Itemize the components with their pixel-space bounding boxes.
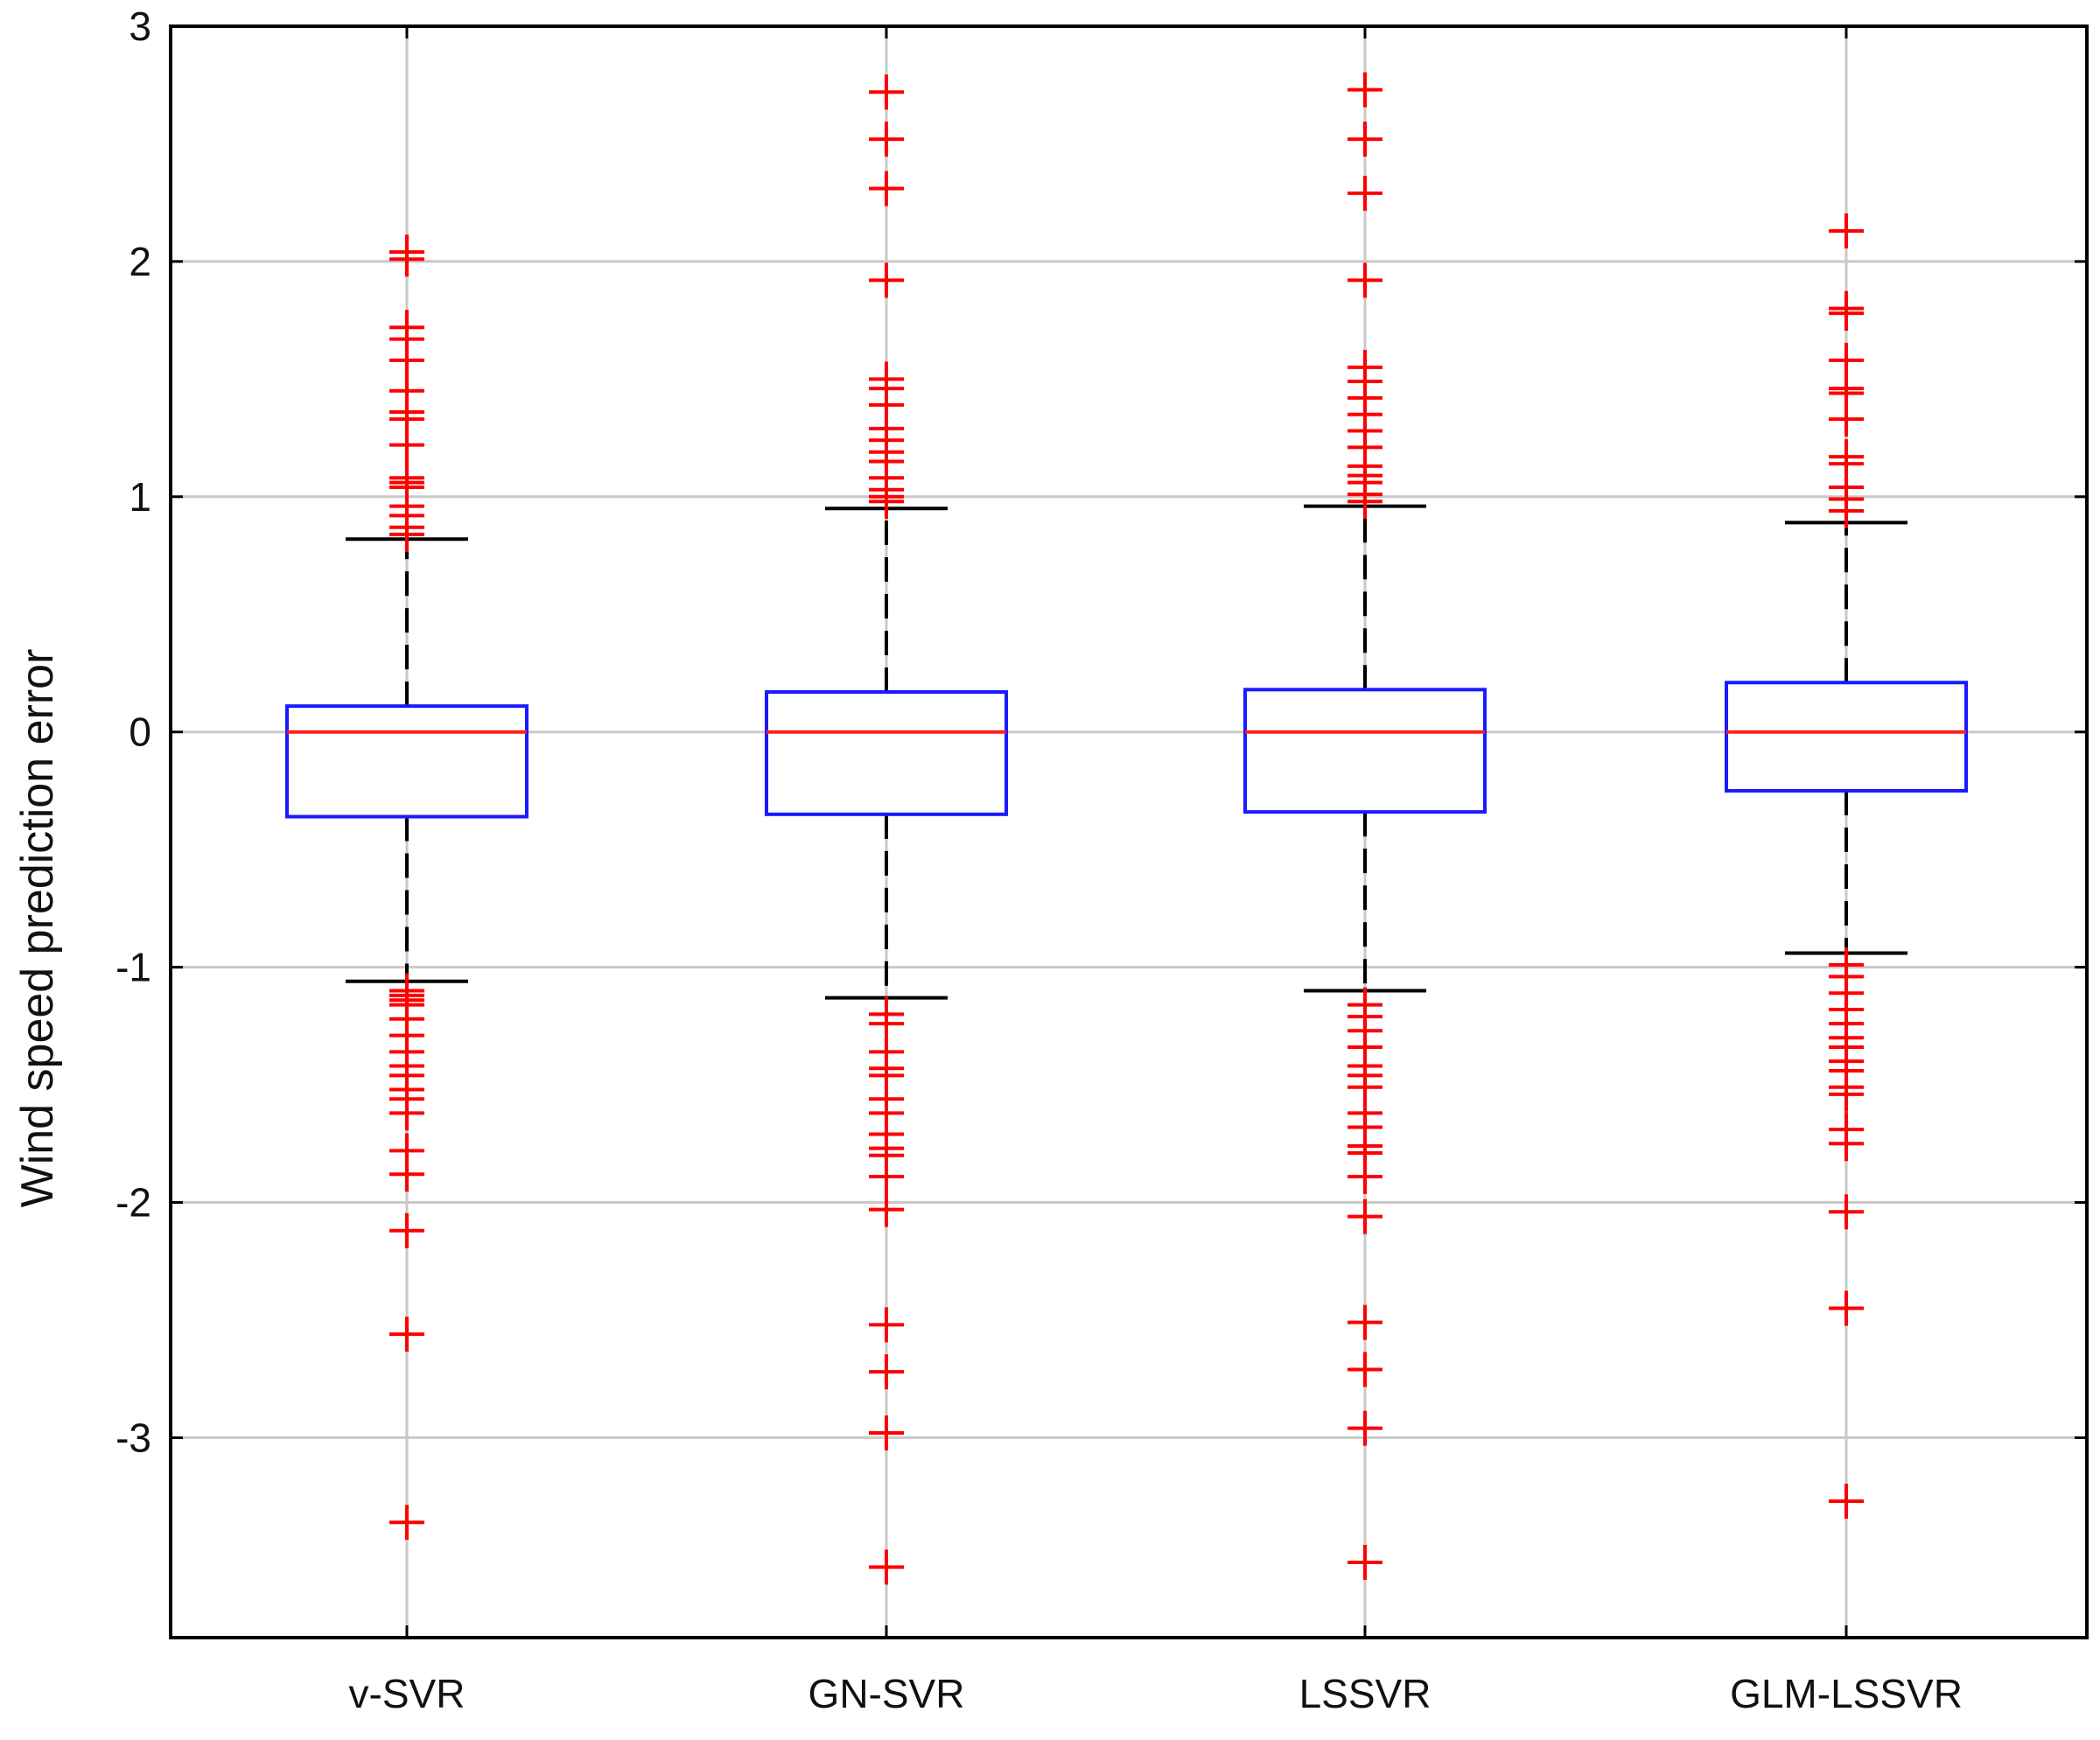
x-axis-ticks: v-SVR GN-SVR LSSVR GLM-LSSVR xyxy=(349,26,1963,1716)
outlier-marker xyxy=(1348,1352,1382,1387)
y-tick-label: -2 xyxy=(116,1180,151,1226)
x-tick-label: v-SVR xyxy=(349,1671,466,1716)
outlier-marker xyxy=(1348,72,1382,108)
iqr-box xyxy=(1243,688,1487,814)
outlier-marker xyxy=(869,1158,904,1194)
outliers xyxy=(389,72,1864,1585)
outlier-marker xyxy=(1348,1198,1382,1234)
outlier-marker xyxy=(869,1307,904,1343)
box-lssvr xyxy=(1243,504,1487,993)
outlier-marker xyxy=(1348,122,1382,157)
outlier-marker xyxy=(869,1549,904,1585)
outlier-marker xyxy=(389,1157,424,1192)
x-tick-label: GN-SVR xyxy=(808,1671,965,1716)
outlier-marker xyxy=(1829,402,1864,437)
outlier-marker xyxy=(389,241,424,277)
outlier-marker xyxy=(1348,1304,1382,1340)
outlier-marker xyxy=(389,342,424,378)
y-tick-label: -3 xyxy=(116,1415,151,1460)
outlier-marker xyxy=(1829,1484,1864,1520)
outlier-marker xyxy=(1829,1194,1864,1230)
x-tick-label: GLM-LSSVR xyxy=(1730,1671,1963,1716)
outlier-marker xyxy=(869,1354,904,1390)
outlier-marker xyxy=(869,74,904,110)
iqr-box xyxy=(1725,681,1968,793)
outlier-marker xyxy=(1348,262,1382,298)
boxes xyxy=(285,504,1968,1000)
iqr-box xyxy=(285,704,528,819)
outlier-marker xyxy=(389,516,424,552)
y-axis-ticks: -3 -2 -1 0 1 2 3 xyxy=(116,3,2087,1460)
outlier-marker xyxy=(1829,493,1864,528)
outlier-marker xyxy=(1829,1290,1864,1326)
outlier-marker xyxy=(869,484,904,520)
outlier-marker xyxy=(1348,1158,1382,1194)
outlier-marker xyxy=(1829,296,1864,332)
outlier-marker xyxy=(1829,1076,1864,1112)
outlier-marker xyxy=(389,1212,424,1248)
outlier-marker xyxy=(869,122,904,157)
outlier-marker xyxy=(869,1191,904,1227)
iqr-box xyxy=(765,690,1008,816)
outlier-marker xyxy=(389,1505,424,1541)
x-tick-label: LSSVR xyxy=(1299,1671,1432,1716)
outlier-marker xyxy=(389,1317,424,1352)
outlier-marker xyxy=(1348,175,1382,211)
plot-frame xyxy=(169,24,2089,1639)
outlier-marker xyxy=(1348,1544,1382,1580)
y-tick-label: 3 xyxy=(129,3,151,49)
outlier-marker xyxy=(389,427,424,463)
y-tick-label: 1 xyxy=(129,474,151,520)
y-axis-label: Wind speed prediction error xyxy=(12,649,63,1208)
outlier-marker xyxy=(1829,1126,1864,1162)
outlier-marker xyxy=(1829,213,1864,248)
box-gn-svr xyxy=(765,507,1008,1000)
outlier-marker xyxy=(1348,484,1382,520)
outlier-marker xyxy=(1348,1410,1382,1446)
box-v-svr xyxy=(285,537,528,983)
y-tick-label: 2 xyxy=(129,239,151,284)
y-tick-label: -1 xyxy=(116,945,151,990)
outlier-marker xyxy=(389,1095,424,1131)
outlier-marker xyxy=(869,262,904,298)
outlier-marker xyxy=(869,171,904,206)
y-tick-label: 0 xyxy=(129,709,151,755)
outlier-marker xyxy=(869,1415,904,1451)
